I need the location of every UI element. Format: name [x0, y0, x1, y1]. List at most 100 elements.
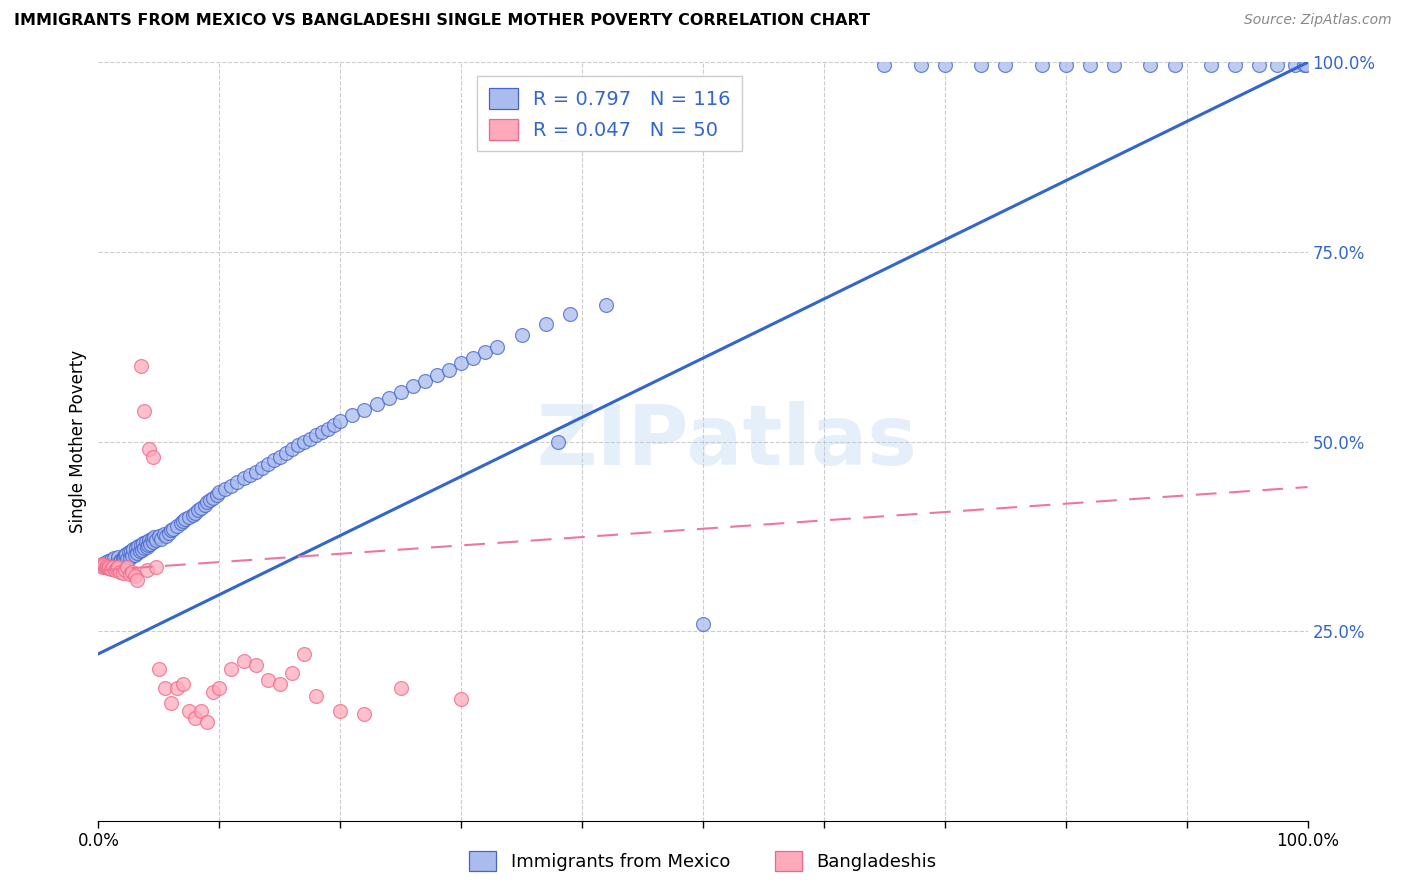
- Point: [138, 533, 160, 548]
- Point: [269, 450, 291, 464]
- Point: [287, 438, 309, 452]
- Point: [181, 508, 204, 522]
- Point: [114, 548, 136, 563]
- Point: [366, 396, 388, 410]
- Point: [190, 704, 212, 718]
- Point: [305, 428, 328, 442]
- Point: [263, 453, 285, 467]
- Point: [292, 647, 315, 661]
- Point: [93, 558, 115, 573]
- Point: [112, 549, 135, 564]
- Point: [124, 569, 146, 583]
- Y-axis label: Single Mother Poverty: Single Mother Poverty: [69, 350, 87, 533]
- Point: [91, 558, 114, 572]
- Point: [292, 434, 315, 449]
- Point: [107, 559, 129, 574]
- Point: [245, 465, 267, 479]
- Point: [305, 689, 328, 703]
- Point: [155, 529, 177, 543]
- Point: [274, 446, 297, 460]
- Point: [474, 345, 496, 359]
- Point: [108, 554, 131, 568]
- Point: [125, 541, 148, 555]
- Point: [110, 553, 132, 567]
- Point: [118, 567, 141, 582]
- Point: [202, 491, 225, 505]
- Point: [121, 565, 143, 579]
- Point: [1031, 58, 1053, 72]
- Point: [534, 317, 557, 331]
- Point: [100, 553, 122, 567]
- Point: [91, 559, 114, 574]
- Point: [108, 565, 131, 579]
- Point: [1223, 58, 1246, 72]
- Point: [187, 503, 209, 517]
- Legend: R = 0.797   N = 116, R = 0.047   N = 50: R = 0.797 N = 116, R = 0.047 N = 50: [477, 76, 742, 152]
- Point: [121, 549, 143, 563]
- Point: [402, 379, 425, 393]
- Point: [299, 432, 322, 446]
- Point: [179, 510, 201, 524]
- Point: [934, 58, 956, 72]
- Point: [162, 522, 184, 536]
- Point: [510, 328, 533, 343]
- Point: [132, 536, 155, 550]
- Point: [160, 523, 183, 537]
- Point: [148, 528, 170, 542]
- Point: [131, 543, 153, 558]
- Point: [486, 340, 509, 354]
- Point: [127, 573, 149, 587]
- Point: [232, 655, 254, 669]
- Point: [179, 704, 201, 718]
- Point: [208, 485, 231, 500]
- Point: [114, 564, 136, 578]
- Point: [104, 564, 127, 578]
- Point: [141, 532, 163, 546]
- Point: [221, 478, 243, 492]
- Point: [190, 500, 212, 515]
- Point: [166, 519, 188, 533]
- Point: [194, 498, 217, 512]
- Point: [122, 542, 145, 557]
- Point: [145, 559, 167, 574]
- Point: [105, 562, 128, 576]
- Point: [208, 681, 231, 695]
- Point: [153, 681, 176, 695]
- Point: [127, 546, 149, 560]
- Point: [115, 547, 138, 561]
- Point: [128, 544, 150, 558]
- Point: [101, 558, 124, 572]
- Text: Source: ZipAtlas.com: Source: ZipAtlas.com: [1244, 13, 1392, 28]
- Point: [281, 442, 304, 457]
- Point: [1054, 58, 1077, 72]
- Point: [1139, 58, 1161, 72]
- Point: [1267, 58, 1289, 72]
- Point: [994, 58, 1017, 72]
- Text: IMMIGRANTS FROM MEXICO VS BANGLADESHI SINGLE MOTHER POVERTY CORRELATION CHART: IMMIGRANTS FROM MEXICO VS BANGLADESHI SI…: [14, 13, 870, 29]
- Point: [97, 561, 120, 575]
- Point: [311, 425, 333, 439]
- Point: [150, 532, 173, 546]
- Point: [105, 556, 128, 570]
- Point: [96, 558, 118, 573]
- Point: [90, 558, 112, 573]
- Point: [1163, 58, 1185, 72]
- Point: [172, 514, 194, 528]
- Point: [111, 566, 134, 581]
- Point: [107, 549, 129, 564]
- Point: [221, 662, 243, 676]
- Point: [1284, 58, 1306, 72]
- Point: [873, 58, 896, 72]
- Point: [172, 677, 194, 691]
- Point: [135, 564, 157, 578]
- Point: [970, 58, 993, 72]
- Point: [118, 545, 141, 559]
- Point: [450, 356, 472, 370]
- Point: [184, 506, 207, 520]
- Point: [281, 665, 304, 680]
- Point: [250, 461, 273, 475]
- Point: [463, 351, 485, 366]
- Point: [152, 527, 174, 541]
- Point: [139, 537, 162, 551]
- Point: [138, 442, 160, 457]
